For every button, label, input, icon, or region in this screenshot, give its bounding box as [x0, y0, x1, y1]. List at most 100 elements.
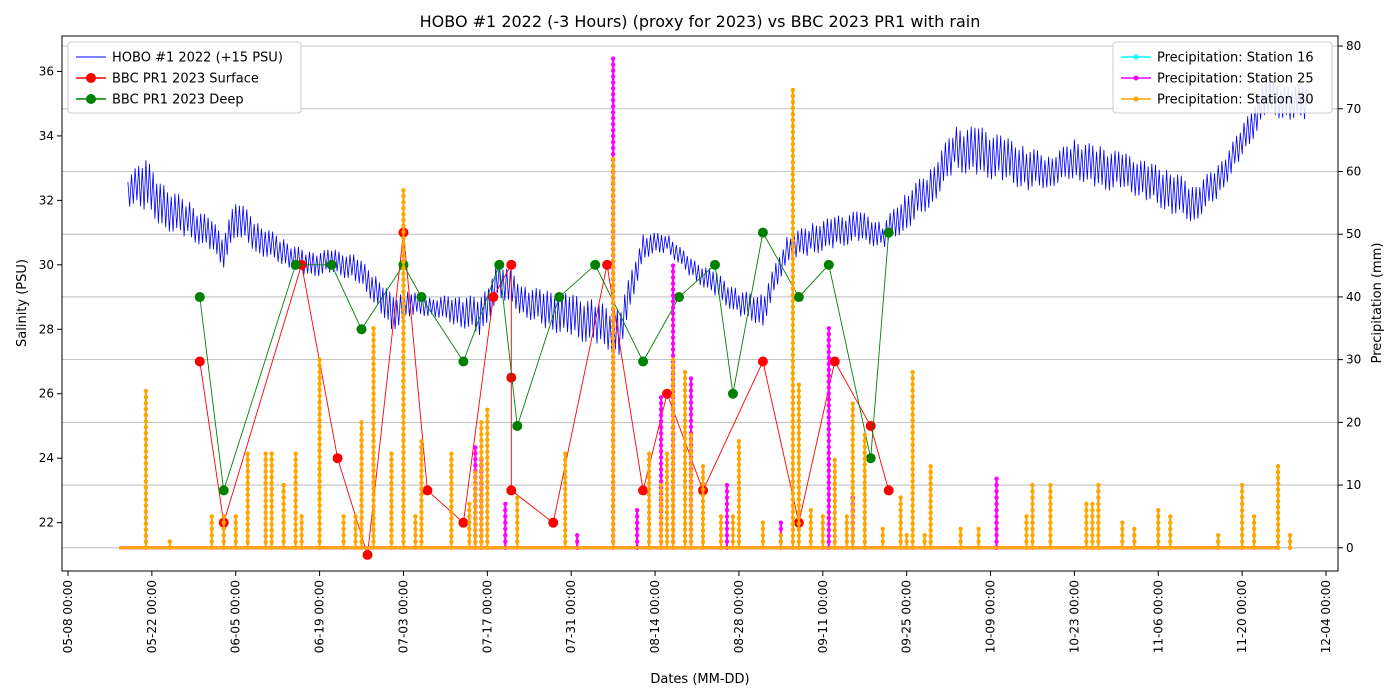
precip-point	[401, 289, 406, 294]
precip-point	[790, 166, 796, 171]
precip-point	[209, 514, 214, 519]
precip-point	[928, 475, 933, 481]
precip-point	[790, 334, 796, 340]
precip-point	[610, 68, 616, 73]
precip-point	[832, 481, 837, 486]
precip-point	[389, 539, 394, 545]
precip-point	[778, 520, 784, 525]
precip-point	[1168, 514, 1173, 519]
precip-point	[419, 480, 424, 485]
precip-point	[371, 486, 376, 491]
precip-point	[221, 526, 226, 532]
precip-point	[245, 522, 250, 527]
precip-point	[820, 545, 826, 550]
precip-point	[790, 99, 796, 105]
precip-point	[401, 426, 406, 431]
precip-point	[1239, 539, 1245, 544]
precip-point	[682, 412, 688, 417]
precip-point	[658, 473, 664, 478]
precip-point	[796, 442, 802, 448]
precip-point	[736, 486, 742, 491]
precip-point	[263, 545, 268, 550]
precip-point	[1096, 533, 1101, 538]
precip-point	[832, 469, 837, 474]
precip-point	[449, 504, 454, 509]
precip-point	[299, 539, 304, 544]
precip-point	[808, 514, 814, 519]
precip-point	[610, 336, 616, 341]
precip-point	[862, 444, 867, 449]
precip-point	[646, 504, 652, 509]
precip-point	[682, 545, 688, 550]
precip-point	[910, 497, 915, 502]
precip-point	[401, 247, 406, 253]
x-tick-label: 06-05 00:00	[229, 580, 243, 653]
precip-point	[610, 378, 616, 383]
precip-point	[796, 533, 802, 538]
precip-point	[658, 443, 664, 448]
precip-point	[790, 129, 796, 135]
precip-point	[796, 412, 802, 418]
precip-point	[790, 292, 796, 297]
precip-point	[1156, 526, 1161, 532]
precip-point	[790, 382, 796, 388]
precip-point	[664, 498, 670, 503]
precip-point	[790, 208, 796, 213]
precip-point	[1215, 545, 1221, 550]
precip-point	[760, 533, 766, 538]
x-axis-label: Dates (MM-DD)	[650, 672, 749, 687]
precip-point	[317, 545, 322, 550]
y-tick-label-right: 60	[1346, 164, 1361, 178]
precip-point	[371, 504, 376, 509]
precip-point	[209, 520, 214, 525]
precip-point	[233, 526, 238, 532]
precip-point	[563, 498, 568, 503]
precip-point	[718, 533, 724, 538]
precip-point	[341, 526, 346, 532]
precip-point	[658, 489, 664, 494]
precip-point	[670, 454, 676, 459]
precip-point	[790, 473, 796, 478]
station-point	[362, 549, 373, 560]
y-tick-label-right: 80	[1346, 39, 1361, 53]
precip-point	[670, 430, 676, 435]
precip-point	[1096, 545, 1101, 550]
precip-point	[389, 480, 394, 486]
precip-point	[1084, 526, 1089, 532]
precip-point	[610, 324, 616, 329]
precip-point	[401, 402, 406, 407]
precip-point	[910, 485, 915, 490]
precip-point	[359, 533, 364, 539]
precip-point	[724, 514, 730, 519]
precip-point	[1090, 520, 1095, 525]
precip-point	[1287, 545, 1293, 550]
precip-point	[1024, 514, 1029, 519]
precip-point	[263, 527, 268, 533]
precip-point	[700, 539, 706, 545]
y-tick-label-right: 30	[1346, 353, 1361, 367]
precip-point	[610, 258, 616, 263]
precip-point	[790, 394, 796, 400]
precip-point	[1084, 539, 1089, 544]
precip-point	[670, 533, 676, 538]
precip-point	[419, 438, 424, 444]
precip-point	[850, 449, 855, 454]
precip-point	[994, 489, 999, 494]
precip-point	[371, 409, 376, 414]
precip-point	[880, 526, 885, 532]
legend-label: BBC PR1 2023 Deep	[112, 93, 244, 108]
precip-point	[485, 461, 490, 467]
precip-point	[1275, 475, 1281, 481]
precip-point	[1251, 514, 1257, 519]
precip-point	[682, 485, 688, 490]
precip-point	[688, 504, 694, 509]
precip-point	[790, 376, 796, 382]
precip-point	[610, 413, 616, 419]
precip-point	[790, 250, 796, 255]
precip-point	[389, 463, 394, 468]
precip-point	[832, 522, 837, 527]
precip-point	[850, 533, 855, 538]
precip-point	[796, 515, 802, 520]
precip-point	[281, 489, 286, 494]
precip-point	[143, 491, 149, 496]
